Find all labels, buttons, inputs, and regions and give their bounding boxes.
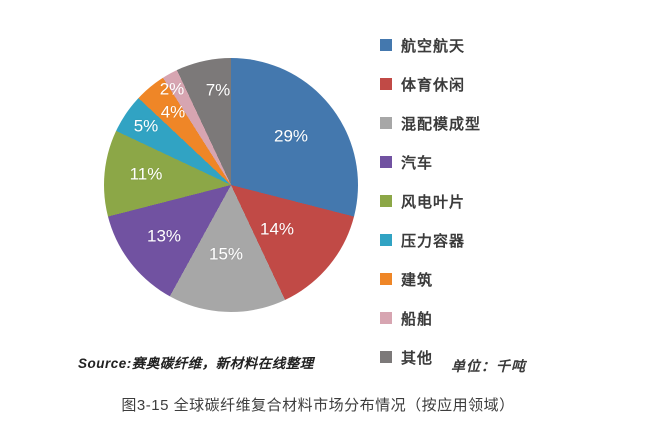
legend-item-other: 其他 [380, 345, 481, 369]
pie-slice-label-aerospace: 29% [273, 126, 309, 146]
source-note: Source:赛奥碳纤维，新材料在线整理 [78, 356, 314, 371]
legend-label: 其他 [401, 349, 434, 367]
pie-slice-label-wind-blades: 11% [129, 164, 163, 184]
pie-slice-label-pressure-vessels: 5% [133, 116, 159, 136]
legend-item-compound-molding: 混配模成型 [380, 111, 481, 135]
legend-item-automotive: 汽车 [380, 150, 481, 174]
legend-swatch-compound-molding [380, 117, 392, 129]
pie-slice-label-other: 7% [205, 80, 231, 100]
unit-note: 单位：千吨 [451, 358, 526, 374]
legend-item-wind-blades: 风电叶片 [380, 189, 481, 213]
legend-item-sports-leisure: 体育休闲 [380, 72, 481, 96]
legend-label: 风电叶片 [401, 193, 466, 211]
legend: 航空航天 体育休闲 混配模成型 汽车 风电叶片 压力容器 建筑 船舶 [380, 33, 481, 384]
legend-swatch-wind-blades [380, 195, 392, 207]
pie-slice-label-automotive: 13% [146, 226, 182, 246]
legend-label: 体育休闲 [401, 76, 466, 94]
legend-label: 船舶 [401, 310, 434, 328]
legend-label: 汽车 [401, 154, 434, 172]
legend-swatch-sports-leisure [380, 78, 392, 90]
legend-swatch-pressure-vessels [380, 234, 392, 246]
legend-swatch-automotive [380, 156, 392, 168]
legend-label: 混配模成型 [401, 115, 482, 133]
legend-swatch-aerospace [380, 39, 392, 51]
pie-slice-label-ships: 2% [159, 79, 185, 99]
legend-item-ships: 船舶 [380, 306, 481, 330]
legend-label: 建筑 [401, 271, 434, 289]
legend-label: 压力容器 [401, 232, 466, 250]
legend-swatch-ships [380, 312, 392, 324]
pie-slice-label-compound-molding: 15% [208, 244, 244, 264]
legend-item-aerospace: 航空航天 [380, 33, 481, 57]
legend-label: 航空航天 [401, 37, 466, 55]
pie-slice-label-sports-leisure: 14% [259, 219, 295, 239]
legend-item-pressure-vessels: 压力容器 [380, 228, 481, 252]
legend-item-construction: 建筑 [380, 267, 481, 291]
legend-swatch-other [380, 351, 392, 363]
pie-chart [104, 58, 358, 312]
legend-swatch-construction [380, 273, 392, 285]
pie-slice-label-construction: 4% [160, 102, 186, 122]
figure-caption: 图3-15 全球碳纤维复合材料市场分布情况（按应用领域） [121, 397, 515, 414]
